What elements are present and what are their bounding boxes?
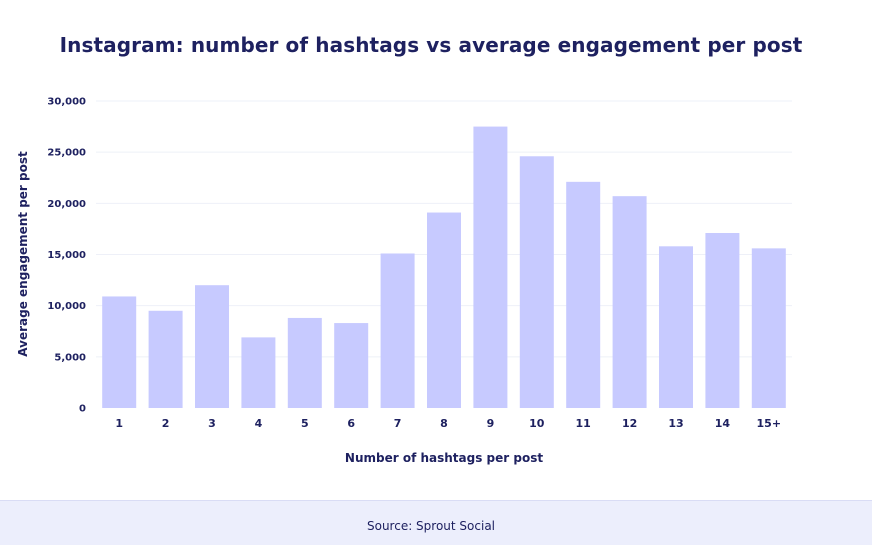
x-tick-label: 11 bbox=[576, 417, 591, 430]
bars bbox=[102, 126, 786, 408]
bar bbox=[612, 196, 647, 408]
x-tick-label: 2 bbox=[162, 417, 170, 430]
bar bbox=[334, 323, 369, 408]
y-tick-label: 15,000 bbox=[47, 250, 86, 261]
bar bbox=[102, 296, 137, 408]
x-tick-label: 12 bbox=[622, 417, 637, 430]
footer-bar bbox=[0, 500, 872, 545]
bar bbox=[519, 156, 554, 408]
x-tick-label: 14 bbox=[715, 417, 731, 430]
bar bbox=[241, 337, 276, 408]
y-tick-label: 25,000 bbox=[47, 148, 86, 159]
bar bbox=[427, 212, 461, 408]
y-tick-label: 0 bbox=[79, 404, 86, 415]
x-tick-label: 9 bbox=[487, 417, 495, 430]
bar bbox=[195, 285, 229, 408]
x-tick-label: 13 bbox=[668, 417, 683, 430]
bar bbox=[380, 253, 415, 408]
bar bbox=[659, 246, 693, 408]
x-tick-label: 3 bbox=[208, 417, 216, 430]
x-tick-label: 15+ bbox=[757, 417, 782, 430]
x-tick-label: 8 bbox=[440, 417, 448, 430]
y-axis-label: Average engagement per post bbox=[16, 151, 30, 357]
x-tick-label: 1 bbox=[115, 417, 123, 430]
x-axis-ticks: 1 2 3 4 5 6 7 8 9 10 11 12 13 14 15+ bbox=[115, 417, 781, 430]
y-tick-label: 5,000 bbox=[54, 352, 86, 363]
x-axis-label: Number of hashtags per post bbox=[345, 451, 543, 465]
chart-title: Instagram: number of hashtags vs average… bbox=[59, 33, 803, 57]
y-tick-label: 10,000 bbox=[47, 301, 86, 312]
bar bbox=[287, 317, 322, 408]
x-tick-label: 6 bbox=[347, 417, 355, 430]
source-text: Source: Sprout Social bbox=[366, 519, 496, 533]
x-tick-label: 10 bbox=[529, 417, 545, 430]
bar bbox=[705, 233, 740, 408]
y-axis-ticks: 0 5,000 10,000 15,000 20,000 25,000 30,000 bbox=[47, 97, 86, 415]
x-tick-label: 4 bbox=[255, 417, 263, 430]
y-tick-label: 30,000 bbox=[47, 97, 86, 108]
x-tick-label: 5 bbox=[301, 417, 309, 430]
bar bbox=[473, 126, 508, 408]
y-tick-label: 20,000 bbox=[47, 199, 86, 210]
x-tick-label: 7 bbox=[394, 417, 402, 430]
bar bbox=[751, 248, 786, 408]
bar bbox=[148, 310, 183, 408]
bar bbox=[566, 181, 601, 408]
